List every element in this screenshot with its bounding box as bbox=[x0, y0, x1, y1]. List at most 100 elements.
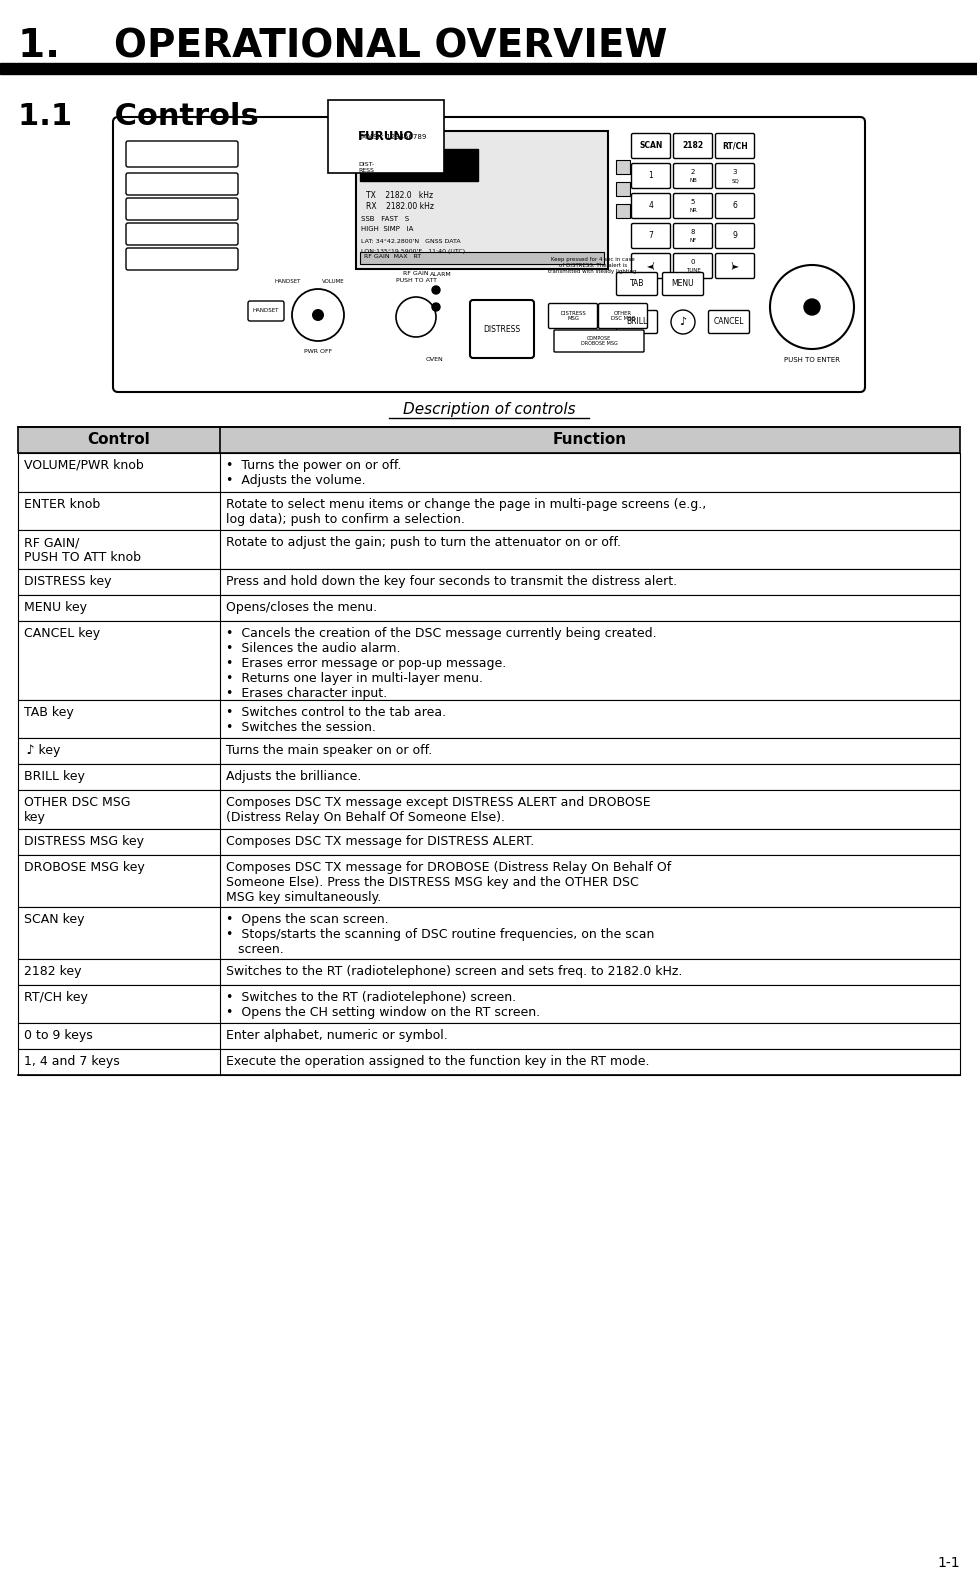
Text: 0: 0 bbox=[690, 259, 695, 266]
Bar bbox=[18, 452, 959, 492]
Text: MENU: MENU bbox=[671, 280, 694, 288]
Text: HANDSET: HANDSET bbox=[275, 278, 301, 285]
Text: Execute the operation assigned to the function key in the RT mode.: Execute the operation assigned to the fu… bbox=[226, 1055, 649, 1068]
Circle shape bbox=[803, 299, 819, 315]
Text: VOLUME/PWR knob: VOLUME/PWR knob bbox=[24, 459, 144, 471]
FancyBboxPatch shape bbox=[126, 223, 237, 245]
Text: Press and hold down the key four seconds to transmit the distress alert.: Press and hold down the key four seconds… bbox=[226, 574, 676, 589]
Text: SCAN key: SCAN key bbox=[24, 913, 84, 925]
Text: Description of controls: Description of controls bbox=[403, 402, 574, 418]
Text: Control: Control bbox=[88, 432, 150, 448]
Text: Rotate to select menu items or change the page in multi-page screens (e.g.,
log : Rotate to select menu items or change th… bbox=[226, 498, 705, 525]
Text: DROBOSE MSG key: DROBOSE MSG key bbox=[24, 861, 145, 873]
Text: 1: 1 bbox=[648, 171, 653, 180]
Circle shape bbox=[432, 304, 440, 312]
Text: Composes DSC TX message for DROBOSE (Distress Relay On Behalf Of
Someone Else). : Composes DSC TX message for DROBOSE (Dis… bbox=[226, 861, 670, 903]
Text: 1.1    Controls: 1.1 Controls bbox=[18, 101, 259, 131]
Text: ♪ key: ♪ key bbox=[24, 744, 61, 758]
Bar bbox=[18, 1049, 959, 1076]
Bar bbox=[18, 764, 959, 789]
Bar bbox=[360, 252, 604, 264]
Text: 2182: 2182 bbox=[682, 141, 702, 150]
Text: SQ: SQ bbox=[731, 179, 738, 184]
Text: Switches to the RT (radiotelephone) screen and sets freq. to 2182.0 kHz.: Switches to the RT (radiotelephone) scre… bbox=[226, 965, 682, 978]
Text: COMPOSE
DROBOSE MSG: COMPOSE DROBOSE MSG bbox=[580, 335, 616, 346]
Text: RF GAIN  MAX   RT: RF GAIN MAX RT bbox=[363, 255, 421, 259]
Bar bbox=[356, 131, 608, 269]
Text: Function: Function bbox=[552, 432, 626, 448]
FancyBboxPatch shape bbox=[470, 301, 533, 358]
Text: RX    2182.00 kHz: RX 2182.00 kHz bbox=[365, 202, 434, 210]
FancyBboxPatch shape bbox=[631, 253, 670, 278]
Bar bbox=[616, 160, 629, 174]
Text: DISTRESS MSG key: DISTRESS MSG key bbox=[24, 835, 144, 848]
FancyBboxPatch shape bbox=[113, 117, 864, 392]
Text: MENU key: MENU key bbox=[24, 601, 87, 614]
Text: Rotate to adjust the gain; push to turn the attenuator on or off.: Rotate to adjust the gain; push to turn … bbox=[226, 536, 620, 549]
Text: RF GAIN: RF GAIN bbox=[403, 271, 428, 275]
Text: MMSI : 123456789: MMSI : 123456789 bbox=[361, 134, 426, 139]
Text: 7: 7 bbox=[648, 231, 653, 240]
Text: DISTRESS key: DISTRESS key bbox=[24, 574, 111, 589]
Text: PWR OFF: PWR OFF bbox=[304, 350, 332, 354]
Text: SCAN: SCAN bbox=[639, 141, 662, 150]
Bar bbox=[0, 63, 977, 74]
FancyBboxPatch shape bbox=[715, 163, 753, 188]
FancyBboxPatch shape bbox=[598, 304, 647, 329]
Bar bbox=[18, 739, 959, 764]
Text: DIST-
RESS: DIST- RESS bbox=[358, 161, 374, 172]
Text: 9: 9 bbox=[732, 231, 737, 240]
FancyBboxPatch shape bbox=[548, 304, 597, 329]
Text: OTHER DSC MSG
key: OTHER DSC MSG key bbox=[24, 796, 130, 824]
Text: SSB   FAST   S: SSB FAST S bbox=[361, 217, 408, 221]
Text: 2: 2 bbox=[690, 169, 695, 176]
Bar bbox=[18, 854, 959, 906]
Text: TAB key: TAB key bbox=[24, 706, 73, 718]
Bar bbox=[18, 570, 959, 595]
FancyBboxPatch shape bbox=[715, 223, 753, 248]
FancyBboxPatch shape bbox=[661, 272, 702, 296]
Text: DISTRESS: DISTRESS bbox=[483, 324, 520, 334]
Text: •  Switches control to the tab area.
•  Switches the session.: • Switches control to the tab area. • Sw… bbox=[226, 706, 446, 734]
FancyBboxPatch shape bbox=[673, 163, 712, 188]
FancyBboxPatch shape bbox=[673, 193, 712, 218]
FancyBboxPatch shape bbox=[553, 331, 643, 353]
Bar bbox=[616, 182, 629, 196]
Text: RT/CH: RT/CH bbox=[721, 141, 747, 150]
Text: Composes DSC TX message except DISTRESS ALERT and DROBOSE
(Distress Relay On Beh: Composes DSC TX message except DISTRESS … bbox=[226, 796, 650, 824]
Circle shape bbox=[432, 286, 440, 294]
Text: RF GAIN/
PUSH TO ATT knob: RF GAIN/ PUSH TO ATT knob bbox=[24, 536, 141, 565]
Text: HANDSET: HANDSET bbox=[252, 308, 278, 313]
Text: TAB: TAB bbox=[629, 280, 644, 288]
Bar bbox=[360, 149, 478, 180]
Text: PUSH TO ENTER: PUSH TO ENTER bbox=[784, 358, 839, 362]
FancyBboxPatch shape bbox=[616, 272, 657, 296]
Text: Keep pressed for 4 sec in case
of DISTRESS. The alert is
transmitted with steady: Keep pressed for 4 sec in case of DISTRE… bbox=[547, 256, 637, 274]
Text: •  Turns the power on or off.
•  Adjusts the volume.: • Turns the power on or off. • Adjusts t… bbox=[226, 459, 402, 487]
Text: 1.    OPERATIONAL OVERVIEW: 1. OPERATIONAL OVERVIEW bbox=[18, 27, 666, 65]
FancyBboxPatch shape bbox=[715, 193, 753, 218]
Text: RT/CH key: RT/CH key bbox=[24, 990, 88, 1003]
FancyBboxPatch shape bbox=[126, 141, 237, 168]
Text: 6: 6 bbox=[732, 201, 737, 210]
FancyBboxPatch shape bbox=[715, 253, 753, 278]
Text: NR: NR bbox=[689, 209, 697, 214]
Text: NF: NF bbox=[689, 239, 696, 244]
Text: ENTER knob: ENTER knob bbox=[24, 498, 101, 511]
Text: ALARM: ALARM bbox=[430, 272, 451, 277]
Bar bbox=[18, 595, 959, 620]
FancyBboxPatch shape bbox=[673, 133, 712, 158]
Text: VOLUME: VOLUME bbox=[321, 278, 344, 285]
Text: OVEN: OVEN bbox=[425, 358, 443, 362]
Text: HIGH  SIMP   IA: HIGH SIMP IA bbox=[361, 226, 413, 233]
Circle shape bbox=[312, 308, 323, 321]
Bar bbox=[18, 906, 959, 959]
Text: OTHER
DSC MSG: OTHER DSC MSG bbox=[610, 310, 635, 321]
Text: BRILL: BRILL bbox=[625, 318, 647, 326]
Text: ♪: ♪ bbox=[679, 316, 686, 327]
FancyBboxPatch shape bbox=[631, 133, 670, 158]
Text: Enter alphabet, numeric or symbol.: Enter alphabet, numeric or symbol. bbox=[226, 1030, 447, 1043]
Text: 3: 3 bbox=[732, 169, 737, 176]
Text: LON:135°19.5900'E   11:40 (UTC): LON:135°19.5900'E 11:40 (UTC) bbox=[361, 248, 465, 255]
Text: FURUNO: FURUNO bbox=[358, 130, 414, 142]
